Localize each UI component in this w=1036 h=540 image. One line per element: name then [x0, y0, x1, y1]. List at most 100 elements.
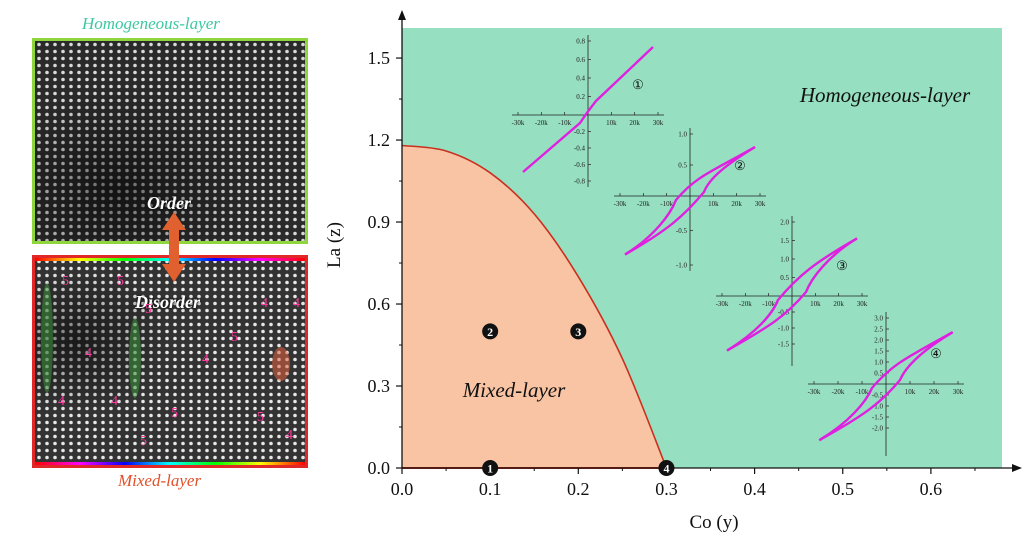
y-tick-label: 0.0	[368, 458, 391, 478]
inset-x-tick-label: 20k	[833, 300, 844, 308]
order-label: Order	[147, 193, 191, 213]
domain-number: 5	[117, 274, 124, 289]
sample-marker-1: 1	[482, 460, 499, 476]
inset-y-tick-label: 0.5	[874, 370, 883, 378]
inset-y-tick-label: -1.5	[778, 341, 790, 349]
y-tick-label: 0.3	[368, 376, 391, 396]
inset-x-tick-label: 20k	[731, 200, 742, 208]
inset-y-tick-label: 1.0	[874, 359, 883, 367]
y-axis-label: La (z)	[324, 222, 345, 268]
inset-x-tick-label: 30k	[653, 119, 664, 127]
x-axis-label: Co (y)	[689, 512, 738, 533]
homogeneous-micrograph: Order	[32, 38, 308, 244]
disorder-label: Disorder	[135, 292, 201, 312]
inset-x-tick-label: -10k	[762, 300, 775, 308]
x-tick-label: 0.6	[920, 479, 943, 499]
inset-x-tick-label: -20k	[739, 300, 752, 308]
hysteresis-curve-ascending	[624, 145, 756, 256]
homogeneous-region-label: Homogeneous-layer	[799, 83, 971, 107]
order-disorder-arrow	[162, 212, 186, 282]
inset-y-tick-label: -0.2	[574, 128, 586, 136]
x-tick-label: 0.4	[743, 479, 766, 499]
y-axis-arrowhead	[398, 10, 406, 20]
sample-marker-label: 1	[487, 462, 493, 476]
y-tick-label: 1.2	[368, 130, 391, 150]
sample-marker-dot	[482, 460, 499, 476]
inset-x-tick-label: -30k	[512, 119, 525, 127]
y-tick-label: 0.9	[368, 212, 391, 232]
hysteresis-inset-2: -30k -20k -10k 10k 20k 30k 1.0 0.5 -0.5 -1.0 ②	[614, 128, 766, 271]
inset-x-tick-label: -30k	[808, 388, 821, 396]
inset-x-tick-label: -10k	[558, 119, 571, 127]
inset-x-tick-label: 10k	[810, 300, 821, 308]
rainbow-border-bottom	[35, 462, 305, 465]
mixed-region-label: Mixed-layer	[462, 378, 566, 402]
inset-x-tick-label: 30k	[953, 388, 964, 396]
phase-boundary-line	[401, 144, 668, 469]
inset-x-tick-label: 20k	[629, 119, 640, 127]
hysteresis-curve-descending	[818, 331, 954, 442]
inset-y-tick-label: 0.6	[576, 56, 585, 64]
inset-y-tick-label: -0.5	[778, 309, 790, 317]
inset-x-tick-label: -10k	[660, 200, 673, 208]
sample-marker-dot	[570, 323, 587, 340]
sample-marker-2: 2	[482, 323, 499, 340]
domain-number: 5	[231, 330, 238, 345]
homogeneous-layer-title: Homogeneous-layer	[82, 14, 220, 33]
domain-number: 4	[111, 394, 118, 409]
sample-marker-dot	[658, 460, 675, 476]
inset-x-tick-label: -30k	[614, 200, 627, 208]
sample-markers: 1 2 3 4	[482, 323, 675, 476]
inset-y-tick-label: 0.2	[576, 93, 585, 101]
hysteresis-curve	[522, 46, 654, 173]
hysteresis-insets: -30k -20k -10k 10k 20k 30k 0.8 0.6 0.4 0.2 -0.2 -0.…	[512, 35, 964, 456]
inset-y-tick-label: 0.5	[780, 274, 789, 282]
inset-y-tick-label: -0.5	[872, 392, 884, 400]
domain-number: 5	[257, 410, 264, 425]
inset-x-tick-label: 20k	[929, 388, 940, 396]
x-tick-label: 0.1	[479, 479, 502, 499]
y-tick-label: 1.5	[368, 48, 391, 68]
inset-y-tick-label: 1.5	[874, 348, 883, 356]
domain-number: 4	[293, 296, 300, 311]
domain-number: 4	[58, 394, 65, 409]
hysteresis-curve-descending	[624, 146, 756, 256]
mixed-region	[402, 145, 667, 469]
sample-marker-4: 4	[658, 460, 675, 476]
inset-y-tick-label: 0.4	[576, 75, 585, 83]
inset-y-tick-label: 1.0	[678, 131, 687, 139]
x-tick-label: 0.2	[567, 479, 590, 499]
x-tick-label: 0.5	[832, 479, 855, 499]
axes: 0.0 0.1 0.2 0.3 0.4 0.5 0.6 0.0 0.3 0.6 0.9 1.2 1.5	[368, 10, 1022, 499]
inset-y-tick-label: -0.5	[676, 227, 688, 235]
domain-number: 4	[85, 346, 92, 361]
red-domain-highlight	[272, 347, 290, 381]
sample-marker-dot	[482, 323, 499, 340]
inset-id-label: ④	[930, 346, 942, 361]
hysteresis-inset-1: -30k -20k -10k 10k 20k 30k 0.8 0.6 0.4 0.2 -0.2 -0.…	[512, 35, 664, 187]
sample-marker-label: 4	[663, 462, 669, 476]
domain-number: 4	[261, 296, 268, 311]
inset-y-tick-label: 2.0	[780, 219, 789, 227]
hysteresis-curve-ascending	[726, 237, 858, 352]
hysteresis-inset-4: -30k -20k -10k 10k 20k 30k 3.0 2.5 2.0 1.5 1.0 0.5 -…	[808, 312, 964, 456]
domain-number: 4	[202, 352, 209, 367]
hysteresis-curve-ascending	[818, 331, 954, 442]
green-domain-highlight	[41, 283, 53, 393]
hysteresis-inset-3: -30k -20k -10k 10k 20k 30k 2.0 1.5 1.0 0.5 -0.5 -1.…	[716, 216, 868, 366]
inset-x-tick-label: -20k	[637, 200, 650, 208]
inset-x-tick-label: 10k	[606, 119, 617, 127]
inset-x-tick-label: -20k	[535, 119, 548, 127]
inset-y-tick-label: 0.8	[576, 38, 585, 46]
inset-y-tick-label: -1.5	[872, 414, 884, 422]
inset-id-label: ③	[836, 258, 848, 273]
domain-number: 5	[62, 274, 69, 289]
inset-id-label: ①	[632, 77, 644, 92]
inset-y-tick-label: 2.0	[874, 337, 883, 345]
inset-x-tick-label: 30k	[755, 200, 766, 208]
sample-marker-label: 3	[575, 325, 581, 339]
inset-y-tick-label: -2.0	[872, 425, 884, 433]
inset-x-tick-label: 10k	[905, 388, 916, 396]
inset-y-tick-label: 0.5	[678, 162, 687, 170]
